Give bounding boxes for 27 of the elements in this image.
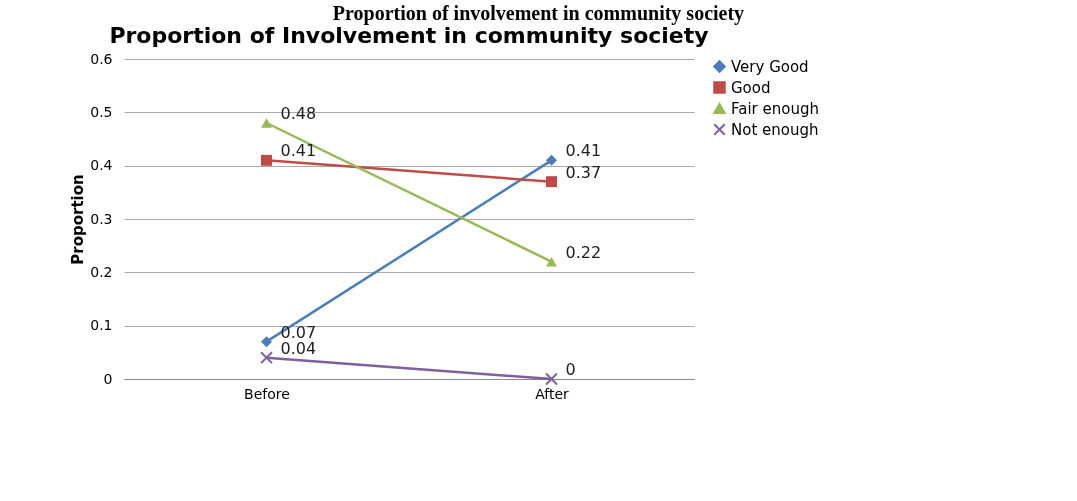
point	[261, 154, 272, 166]
legend-label: Fair enough	[731, 99, 819, 118]
legend-label: Very Good	[731, 57, 809, 76]
data-label: 0	[565, 360, 576, 379]
y-tick-label: 0.1	[90, 317, 113, 334]
data-label: 0.48	[280, 104, 317, 123]
data-label: 0.22	[565, 242, 602, 262]
legend-label: Good	[731, 78, 771, 97]
data-label: 0.37	[565, 162, 602, 182]
data-label: 0.41	[565, 141, 602, 161]
data-label: 0.41	[280, 141, 317, 161]
y-tick-label: 0.3	[90, 210, 113, 227]
point	[261, 336, 272, 348]
text: Proportion of involvement in community society	[331, 2, 746, 25]
point	[546, 176, 557, 188]
y-tick-label: 0.2	[90, 263, 113, 280]
x-tick-label: After	[535, 385, 570, 402]
y-tick-label: 0	[103, 370, 113, 387]
x-tick-label: Before	[244, 385, 290, 402]
legend-label: Not enough	[731, 120, 819, 139]
y-axis-title: Proportion	[69, 174, 88, 265]
point	[546, 154, 557, 166]
y-tick-label: 0.6	[90, 50, 113, 67]
point	[545, 372, 558, 386]
point	[260, 351, 273, 365]
y-tick-label: 0.5	[90, 103, 113, 120]
y-tick-label: 0.4	[90, 157, 113, 174]
